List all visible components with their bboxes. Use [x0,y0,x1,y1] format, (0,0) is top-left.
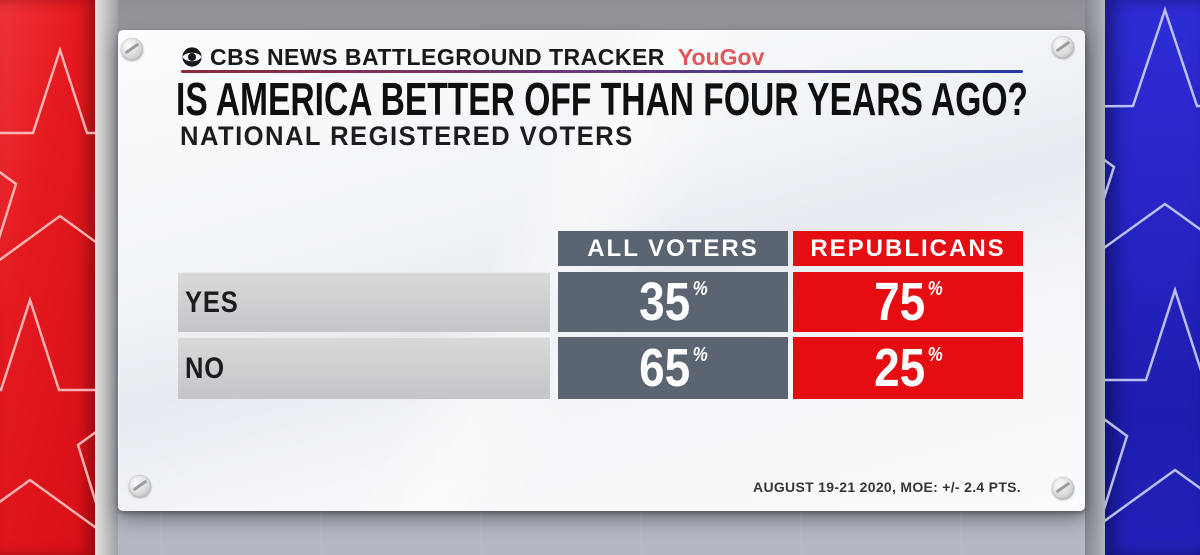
right-gutter [1085,0,1105,555]
percent-sign: % [927,343,943,366]
page-subtitle: NATIONAL REGISTERED VOTERS [180,121,634,151]
page-title: IS AMERICA BETTER OFF THAN FOUR YEARS AG… [176,73,1028,125]
cell-yes-all-voters: 35 % [558,272,788,332]
cell-value: 25 % [874,341,943,395]
brand-underline [181,70,1023,73]
percent-sign: % [692,343,708,366]
screw-icon [121,38,143,60]
screw-icon [1052,36,1074,58]
column-header-republicans: REPUBLICANS [793,231,1023,266]
cell-value: 65 % [639,341,708,395]
footnote: AUGUST 19-21 2020, MOE: +/- 2.4 PTS. [753,479,1021,495]
value-number: 75 [873,272,925,332]
cell-no-republicans: 25 % [793,337,1023,399]
row-label-text: YES [185,285,239,319]
percent-sign: % [927,277,943,300]
cell-value: 35 % [639,275,708,329]
screw-icon [129,475,151,497]
percent-sign: % [692,277,708,300]
poll-card: CBS NEWS BATTLEGROUND TRACKER YouGov IS … [118,30,1085,511]
star-outline-icon [1105,6,1200,523]
red-backdrop-panel [0,0,95,555]
studio-floor [0,505,1200,555]
row-label-yes: YES [178,272,550,332]
cbs-eye-icon [181,46,203,68]
cell-no-all-voters: 65 % [558,337,788,399]
cell-yes-republicans: 75 % [793,272,1023,332]
brand-title: CBS NEWS BATTLEGROUND TRACKER [210,43,665,70]
partner-logo: YouGov [677,43,765,70]
brand-header: CBS NEWS BATTLEGROUND TRACKER YouGov [181,44,764,70]
value-number: 65 [638,338,690,398]
blue-backdrop-panel [1105,0,1200,555]
row-label-no: NO [178,337,550,399]
column-header-all-voters: ALL VOTERS [558,231,788,266]
value-number: 25 [873,338,925,398]
value-number: 35 [638,272,690,332]
row-label-text: NO [185,351,225,385]
screw-icon [1052,477,1074,499]
left-gutter [95,0,118,555]
cell-value: 75 % [874,275,943,329]
star-outline-icon [0,45,95,529]
